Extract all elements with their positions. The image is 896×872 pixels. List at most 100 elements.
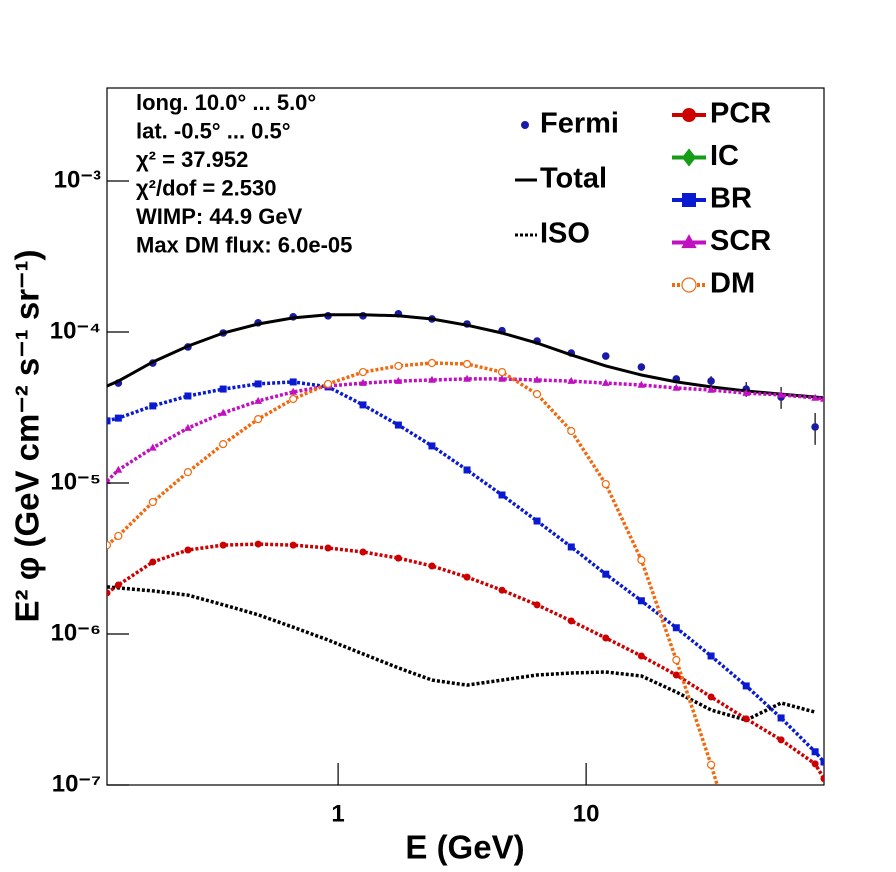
marker: [184, 423, 192, 431]
marker: [498, 586, 506, 594]
marker: [107, 417, 111, 425]
series-line: [107, 377, 824, 483]
y-tick-label: 10⁻⁴: [50, 317, 101, 344]
marker: [533, 601, 541, 609]
marker: [394, 361, 403, 371]
marker: [359, 401, 367, 409]
legend-label: BR: [710, 183, 752, 215]
legend-label: IC: [710, 140, 739, 172]
x-tick-label: 10: [573, 800, 600, 827]
x-axis-title: E (GeV): [405, 829, 524, 866]
marker: [219, 439, 228, 449]
marker: [681, 234, 697, 249]
marker: [107, 589, 111, 597]
marker: [707, 377, 715, 385]
marker: [184, 392, 192, 400]
marker: [742, 388, 751, 396]
marker: [114, 414, 122, 422]
marker: [148, 443, 157, 451]
annotation: χ² = 37.952: [136, 147, 248, 172]
marker: [289, 387, 298, 395]
marker: [681, 277, 697, 293]
marker: [107, 540, 112, 550]
marker: [359, 378, 367, 386]
marker: [219, 385, 227, 393]
marker: [149, 402, 157, 410]
annotation: long. 10.0° ... 5.0°: [136, 90, 316, 115]
marker: [358, 367, 368, 377]
legend-item: Total: [515, 163, 607, 195]
marker: [532, 389, 542, 399]
series-line: [107, 585, 816, 722]
marker: [707, 693, 715, 701]
marker: [707, 385, 715, 393]
marker: [323, 379, 333, 389]
annotation: χ²/dof = 2.530: [136, 175, 276, 200]
marker: [637, 363, 646, 371]
y-tick-label: 10⁻⁵: [50, 468, 101, 495]
marker: [254, 396, 263, 404]
y-tick-label: 10⁻⁶: [51, 619, 101, 646]
legend-item: IC: [672, 140, 739, 172]
marker: [777, 736, 785, 744]
marker: [567, 543, 575, 551]
y-tick-label: 10⁻⁷: [52, 770, 101, 797]
marker: [777, 714, 785, 722]
series-line: [107, 361, 720, 785]
legend-label: SCR: [710, 225, 771, 257]
legend-label: Fermi: [540, 108, 619, 140]
marker: [219, 541, 227, 549]
plot-frame: [106, 87, 825, 786]
marker: [811, 423, 819, 431]
legend-item: DM: [672, 268, 755, 300]
legend-item: SCR: [672, 225, 771, 257]
marker: [394, 421, 402, 429]
marker: [742, 715, 750, 723]
marker: [672, 671, 680, 679]
marker: [811, 748, 819, 756]
annotation: lat. -0.5° ... 0.5°: [136, 118, 291, 143]
marker: [567, 617, 575, 625]
marker: [114, 581, 122, 589]
legend-item: BR: [672, 183, 752, 215]
marker: [820, 758, 824, 766]
marker: [777, 390, 785, 398]
marker: [682, 148, 696, 167]
marker: [428, 562, 436, 570]
marker: [533, 517, 541, 525]
marker: [637, 380, 646, 388]
marker: [672, 655, 681, 665]
marker: [637, 597, 645, 605]
marker: [289, 378, 297, 386]
marker: [428, 442, 436, 450]
marker: [672, 624, 680, 632]
marker: [637, 652, 645, 660]
legend-item: Fermi: [521, 108, 619, 140]
marker: [462, 359, 472, 369]
marker: [811, 760, 819, 768]
marker: [672, 383, 681, 391]
marker: [497, 367, 507, 377]
marker: [289, 541, 297, 549]
marker: [533, 375, 541, 383]
marker: [742, 682, 750, 690]
legend-label: Total: [540, 163, 607, 195]
marker: [428, 375, 436, 383]
marker: [463, 573, 471, 581]
y-tick-label: 10⁻³: [54, 166, 101, 193]
marker: [148, 497, 157, 507]
marker: [394, 376, 403, 384]
marker: [602, 570, 610, 578]
series-line: [107, 380, 824, 764]
marker: [567, 426, 576, 436]
marker: [820, 775, 824, 783]
marker: [637, 555, 646, 565]
annotation: WIMP: 44.9 GeV: [136, 204, 303, 229]
y-axis-title: E² φ (GeV cm⁻² s⁻¹ sr⁻¹): [9, 250, 46, 623]
marker: [184, 546, 192, 554]
legend-item: ISO: [515, 218, 590, 250]
marker: [149, 558, 157, 566]
marker: [107, 476, 111, 484]
plot-area: [107, 309, 824, 785]
